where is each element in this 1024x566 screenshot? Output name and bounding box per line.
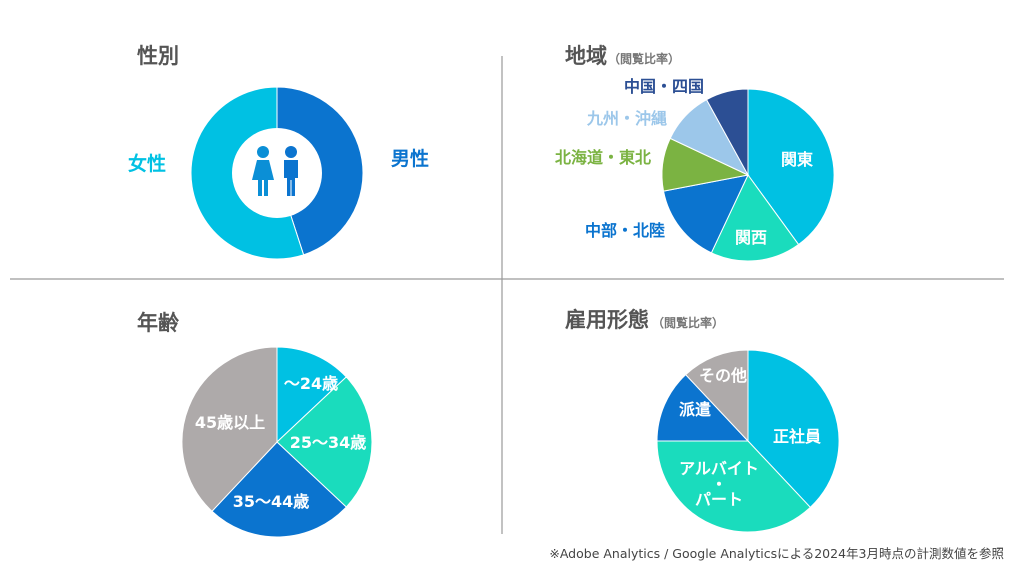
region-slice-0 bbox=[747, 88, 835, 246]
region-label-kanto: 関東 bbox=[781, 150, 813, 169]
footnote: ※Adobe Analytics / Google Analyticsによる20… bbox=[549, 546, 1004, 561]
age-slice-3 bbox=[181, 346, 278, 512]
employment-label-parttime-line3: パート bbox=[695, 490, 743, 509]
employment-pie-chart bbox=[656, 349, 840, 533]
region-subtitle: （閲覧比率） bbox=[608, 51, 680, 66]
gender-label-female: 女性 bbox=[128, 152, 166, 175]
age-label-45plus: 45歳以上 bbox=[195, 413, 265, 432]
employment-label-other: その他 bbox=[699, 366, 747, 385]
age-label-35-44: 35～44歳 bbox=[233, 492, 310, 511]
region-label-kyushu: 九州・沖縄 bbox=[586, 109, 667, 128]
female-person-icon bbox=[252, 146, 274, 196]
gender-title: 性別 bbox=[137, 44, 179, 68]
employment-label-fulltime: 正社員 bbox=[773, 427, 821, 446]
age-label-25-34: 25～34歳 bbox=[290, 433, 367, 452]
employment-slice-1 bbox=[656, 440, 812, 533]
donut-hole bbox=[232, 128, 322, 218]
age-title: 年齢 bbox=[137, 311, 180, 335]
employment-label-parttime-line1: アルバイト bbox=[679, 459, 759, 478]
employment-subtitle: （閲覧比率） bbox=[652, 315, 724, 330]
region-label-kansai: 関西 bbox=[735, 228, 767, 247]
employment-label-dispatch: 派遣 bbox=[679, 400, 711, 419]
region-title: 地域 bbox=[565, 44, 607, 68]
gender-label-male: 男性 bbox=[391, 147, 429, 170]
male-person-icon bbox=[284, 146, 298, 196]
employment-slice-0 bbox=[747, 349, 840, 509]
region-label-chubu: 中部・北陸 bbox=[585, 221, 665, 240]
age-slice-1 bbox=[276, 376, 373, 508]
region-slice-2 bbox=[662, 174, 749, 254]
employment-slice-3 bbox=[684, 349, 749, 443]
employment-label-parttime: アルバイト ・ パート bbox=[679, 459, 759, 509]
region-slice-5 bbox=[705, 88, 749, 176]
region-label-hokkaido: 北海道・東北 bbox=[555, 148, 651, 167]
region-slice-1 bbox=[710, 174, 800, 262]
region-pie-chart bbox=[661, 88, 835, 262]
employment-title: 雇用形態 bbox=[565, 308, 649, 332]
age-slice-0 bbox=[276, 346, 347, 444]
age-label-under24: ～24歳 bbox=[284, 374, 338, 393]
age-slice-2 bbox=[211, 441, 347, 538]
employment-label-parttime-line2: ・ bbox=[711, 475, 727, 494]
region-label-chugoku: 中国・四国 bbox=[624, 77, 704, 96]
age-pie-chart bbox=[181, 346, 373, 538]
employment-slice-2 bbox=[656, 373, 750, 442]
